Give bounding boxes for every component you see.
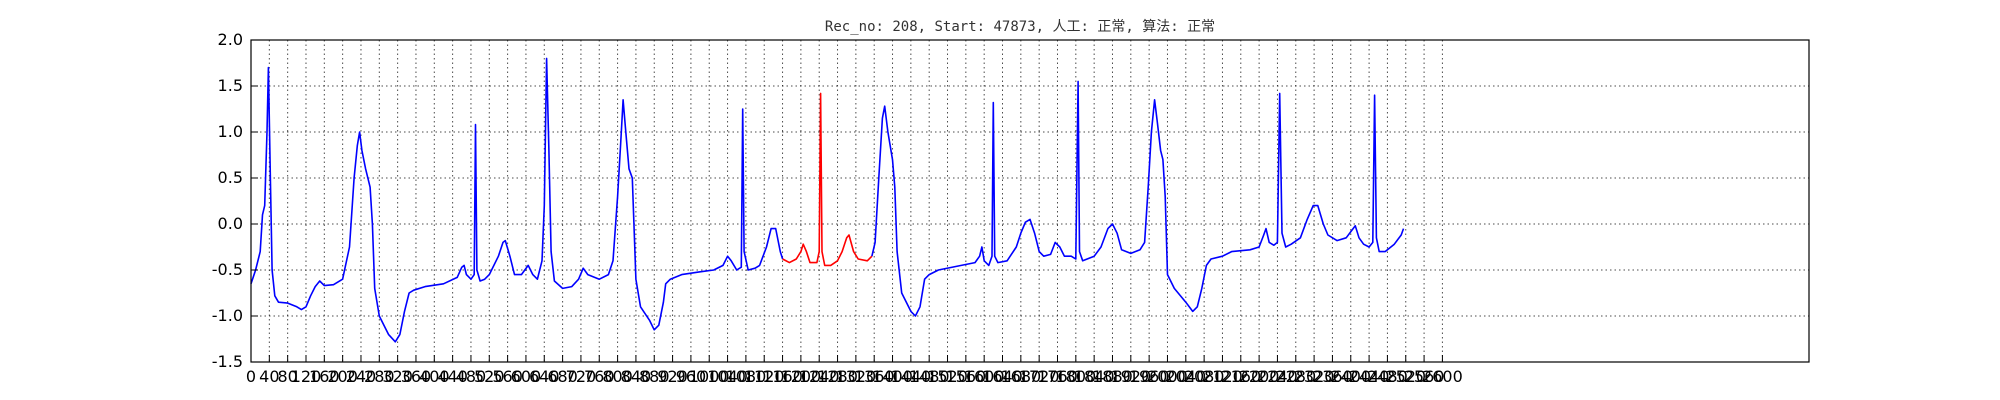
x-tick-label: 400 [419,367,450,386]
x-tick-label: 480 [456,367,487,386]
x-tick-label: 880 [639,367,670,386]
series-layer [250,57,1405,343]
x-tick-label: 1760 [1037,367,1078,386]
x-tick-label: 1120 [744,367,785,386]
x-tick-label: 2240 [1257,367,1298,386]
x-tick-label: 600 [511,367,542,386]
x-tick-label: 1360 [854,367,895,386]
x-tick-label: 2400 [1330,367,1371,386]
x-tick-label: 2520 [1385,367,1426,386]
x-tick-label: 1640 [982,367,1023,386]
x-tick-label: 920 [657,367,688,386]
x-tick-label: 560 [492,367,523,386]
x-tick-label: 2200 [1239,367,1280,386]
x-tick-label: 1600 [964,367,1005,386]
x-tick-label: 2480 [1367,367,1408,386]
series-line-1 [782,92,873,267]
x-tick-label: 1920 [1110,367,1151,386]
x-tick-label: 200 [327,367,358,386]
grid-lines [251,40,1809,362]
x-tick-label: 2600 [1422,367,1463,386]
x-tick-label: 2120 [1202,367,1243,386]
y-tick-label: -1.5 [212,352,243,371]
x-tick-label: 2440 [1349,367,1390,386]
x-tick-label: 0 [246,367,256,386]
x-tick-label: 720 [566,367,597,386]
x-tick-label: 1200 [781,367,822,386]
x-tick-label: 440 [437,367,468,386]
x-tick-label: 800 [602,367,633,386]
x-tick-label: 240 [346,367,377,386]
x-tick-label: 360 [401,367,432,386]
y-tick-label: 0.0 [218,214,243,233]
x-tick-label: 2360 [1312,367,1353,386]
y-axis: 2.0 1.5 1.0 0.5 0.0 -0.5 -1.0 -1.5 [212,30,258,371]
x-tick-label: 320 [382,367,413,386]
x-tick-label: 80 [277,367,297,386]
series-line-2 [871,80,1405,317]
x-tick-label: 1240 [799,367,840,386]
x-tick-label: 1440 [890,367,931,386]
x-tick-label: 1880 [1092,367,1133,386]
x-tick-label: 1320 [836,367,877,386]
x-tick-label: 1680 [1000,367,1041,386]
x-tick-label: 2280 [1275,367,1316,386]
x-tick-label: 520 [474,367,505,386]
x-tick-label: 280 [364,367,395,386]
x-tick-label: 1800 [1055,367,1096,386]
x-tick-label: 2000 [1147,367,1188,386]
y-tick-label: 1.5 [218,76,243,95]
y-tick-label: 0.5 [218,168,243,187]
x-tick-label: 2080 [1184,367,1225,386]
x-tick-label: 2320 [1294,367,1335,386]
x-tick-label: 40 [259,367,279,386]
y-tick-label: -1.0 [212,306,243,325]
x-tick-label: 1000 [689,367,730,386]
x-tick-label: 1400 [872,367,913,386]
x-tick-label: 160 [309,367,340,386]
x-tick-label: 1840 [1074,367,1115,386]
x-tick-label: 1160 [762,367,803,386]
y-tick-label: 1.0 [218,122,243,141]
x-tick-label: 1480 [909,367,950,386]
x-tick-label: 1960 [1129,367,1170,386]
x-tick-label: 1080 [726,367,767,386]
x-tick-label: 1720 [1019,367,1060,386]
x-tick-label: 1520 [927,367,968,386]
y-tick-label: -0.5 [212,260,243,279]
series-line-0 [250,57,784,343]
chart-title: Rec_no: 208, Start: 47873, 人工: 正常, 算法: 正… [825,19,1215,35]
plot-frame [250,39,1810,363]
x-tick-label: 1280 [817,367,858,386]
x-tick-label: 840 [621,367,652,386]
x-tick-label: 2560 [1404,367,1445,386]
x-tick-label: 2160 [1220,367,1261,386]
x-tick-label: 680 [547,367,578,386]
x-axis: 0 408012016020024028032036040044048052056… [246,355,1463,386]
x-tick-label: 120 [291,367,322,386]
x-tick-label: 1040 [707,367,748,386]
x-tick-label: 760 [584,367,615,386]
x-tick-label: 2040 [1165,367,1206,386]
x-tick-label: 640 [529,367,560,386]
x-tick-label: 960 [676,367,707,386]
x-tick-label: 1560 [945,367,986,386]
y-tick-label: 2.0 [218,30,243,49]
